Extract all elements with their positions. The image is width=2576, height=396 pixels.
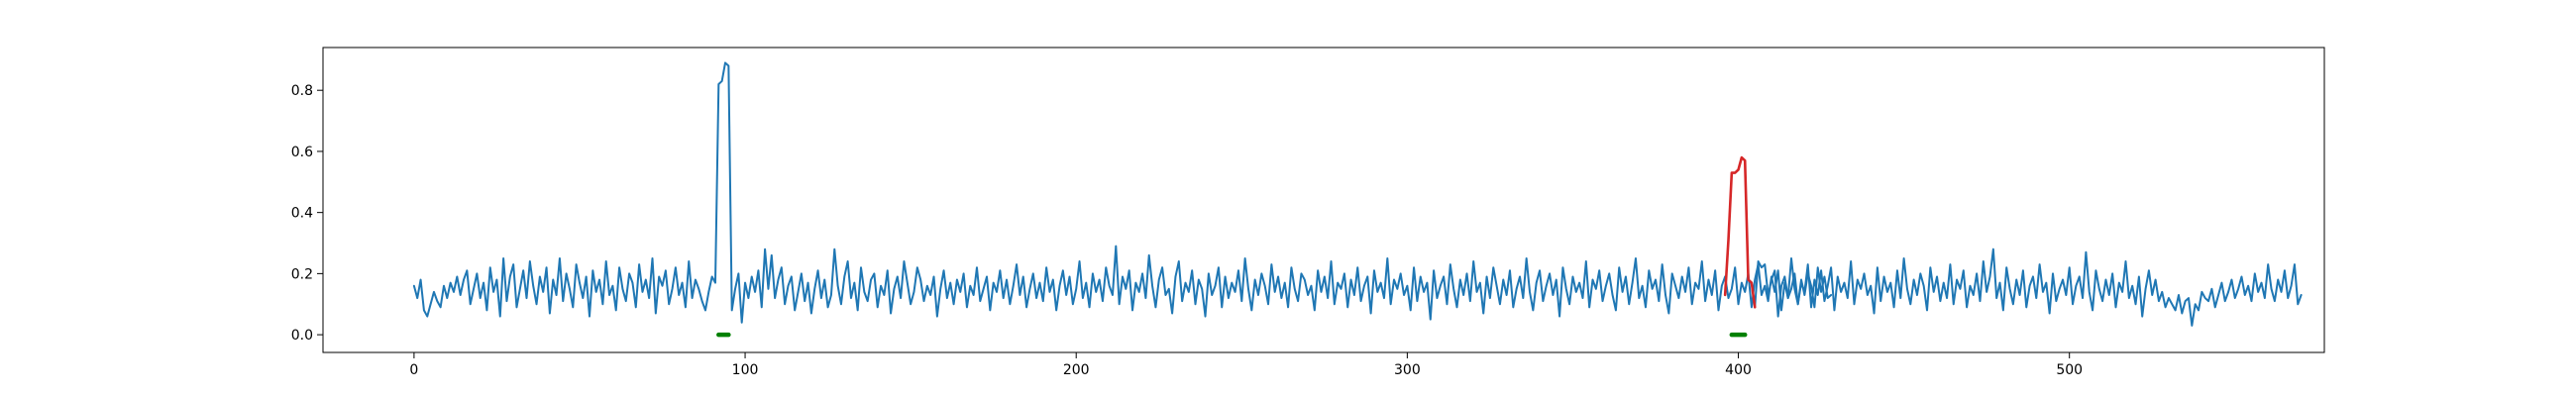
y-tick-label-4: 0.8 xyxy=(291,83,313,99)
y-tick-label-1: 0.2 xyxy=(291,266,313,282)
x-tick-label-1: 100 xyxy=(732,362,759,378)
axes-frame xyxy=(322,47,2325,353)
series-0-line-segment-0 xyxy=(412,61,1833,324)
x-axis: 0 100 200 300 400 500 xyxy=(409,352,2083,378)
series-0-line-segment-1 xyxy=(1747,248,2303,327)
y-tick-label-3: 0.6 xyxy=(291,145,313,160)
x-tick-label-2: 200 xyxy=(1063,362,1090,378)
x-tick-label-4: 400 xyxy=(1725,362,1752,378)
series-1-line-segment-0 xyxy=(1723,155,1757,309)
y-tick-label-2: 0.4 xyxy=(291,206,313,222)
y-axis: 0.0 0.2 0.4 0.6 0.8 xyxy=(291,83,323,344)
x-tick-label-5: 500 xyxy=(2056,362,2083,378)
y-tick-label-0: 0.0 xyxy=(291,328,313,344)
plot-lines xyxy=(412,61,2303,327)
x-tick-label-3: 300 xyxy=(1394,362,1421,378)
x-tick-label-0: 0 xyxy=(409,362,418,378)
